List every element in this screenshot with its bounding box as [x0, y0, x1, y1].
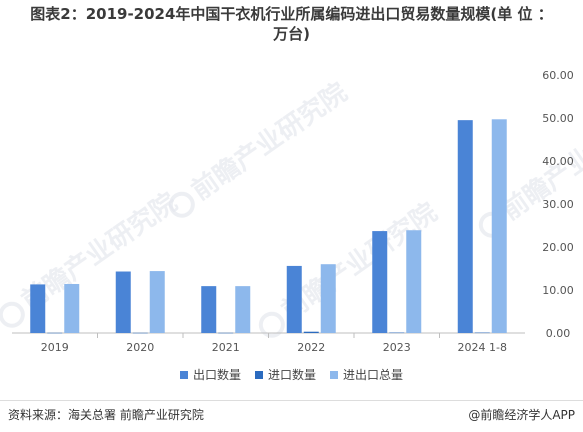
bar-total: [406, 230, 422, 333]
bar-import: [389, 332, 405, 334]
legend-item: 进口数量: [254, 366, 316, 383]
bar-export: [30, 284, 46, 333]
bar-total: [320, 264, 336, 333]
bar-import: [218, 332, 234, 334]
x-tick-label: 2024 1-8: [458, 341, 507, 354]
legend-item: 出口数量: [179, 366, 241, 383]
y-tick-label: 0.00: [546, 327, 571, 340]
x-tick-label: 2020: [126, 341, 154, 354]
x-tick-label: 2021: [212, 341, 240, 354]
bar-export: [457, 120, 473, 334]
bar-import: [47, 332, 63, 334]
bar-export: [201, 286, 217, 333]
y-tick-label: 20.00: [542, 241, 574, 254]
brand-credit: @前瞻经济学人APP: [468, 408, 575, 422]
legend-label: 出口数量: [192, 368, 241, 382]
bar-export: [115, 271, 131, 333]
bar-total: [149, 271, 165, 333]
chart-title-line1: 图表2：2019-2024年中国干衣机行业所属编码进出口贸易数量规模(单 位 ：: [30, 5, 553, 23]
legend-label: 进口数量: [267, 368, 316, 382]
legend-swatch: [254, 370, 263, 379]
bar-import: [132, 332, 148, 334]
x-tick-label: 2023: [383, 341, 411, 354]
chart-title: 图表2：2019-2024年中国干衣机行业所属编码进出口贸易数量规模(单 位 ：…: [0, 4, 583, 44]
legend-item: 进出口总量: [330, 366, 403, 383]
y-tick-label: 60.00: [542, 69, 574, 82]
x-tick-label: 2022: [297, 341, 325, 354]
y-tick-label: 10.00: [542, 284, 574, 297]
bar-export: [286, 265, 302, 333]
bar-export: [372, 231, 388, 333]
chart-title-line2: 万台): [273, 25, 310, 43]
bar-import: [303, 331, 319, 333]
bar-total: [235, 286, 251, 333]
source-note: 资料来源：海关总署 前瞻产业研究院: [8, 408, 204, 422]
legend-swatch: [330, 370, 338, 379]
x-tick-label: 2019: [41, 341, 69, 354]
legend-label: 进出口总量: [343, 368, 404, 382]
bar-total: [491, 119, 507, 333]
y-tick-label: 30.00: [542, 198, 574, 211]
chart-legend: 出口数量 进口数量 进出口总量: [0, 366, 583, 383]
footer: 资料来源：海关总署 前瞻产业研究院 @前瞻经济学人APP: [0, 400, 583, 427]
y-tick-label: 50.00: [542, 112, 574, 125]
bar-import: [474, 332, 490, 334]
bar-total: [64, 283, 80, 333]
legend-swatch: [179, 370, 188, 379]
y-tick-label: 40.00: [542, 155, 574, 168]
